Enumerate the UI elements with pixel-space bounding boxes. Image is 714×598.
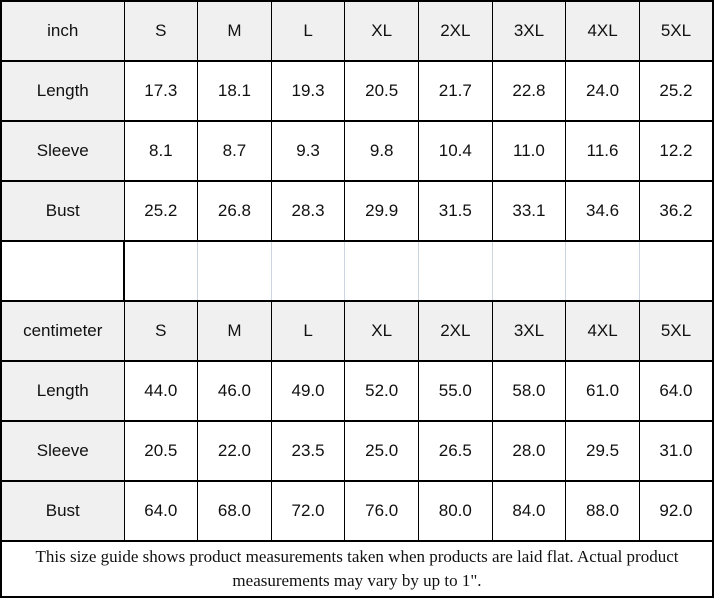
size-header-cell: M (197, 300, 272, 362)
row-label-cell: Bust (0, 180, 125, 242)
value-cell: 26.5 (418, 420, 493, 482)
value-cell: 72.0 (270, 480, 346, 542)
value-cell: 12.2 (638, 120, 714, 182)
value-cell: 88.0 (565, 480, 640, 542)
size-header-cell: XL (344, 300, 419, 362)
size-header-cell: 3XL (491, 300, 567, 362)
value-cell: 22.8 (491, 60, 567, 122)
value-cell: 46.0 (197, 360, 272, 422)
table-row: Bust 25.2 26.8 28.3 29.9 31.5 33.1 34.6 36.2 (0, 180, 714, 242)
value-cell: 25.2 (123, 180, 199, 242)
value-cell: 19.3 (270, 60, 346, 122)
value-cell: 29.5 (565, 420, 640, 482)
size-header-cell: XL (344, 0, 419, 62)
value-cell: 76.0 (344, 480, 419, 542)
unit-header-cell: centimeter (0, 300, 125, 362)
spacer-cell (565, 240, 640, 302)
size-header-cell: 3XL (491, 0, 567, 62)
spacer-cell (638, 240, 714, 302)
spacer-cell (270, 240, 346, 302)
size-header-cell: 2XL (418, 0, 493, 62)
size-header-cell: 4XL (565, 0, 640, 62)
size-header-cell: S (123, 0, 199, 62)
header-row: inch S M L XL 2XL 3XL 4XL 5XL (0, 0, 714, 62)
value-cell: 20.5 (344, 60, 419, 122)
value-cell: 33.1 (491, 180, 567, 242)
value-cell: 8.7 (197, 120, 272, 182)
value-cell: 55.0 (418, 360, 493, 422)
footer-note-text: This size guide shows product measuremen… (35, 547, 679, 590)
value-cell: 28.3 (270, 180, 346, 242)
table-row: Length 17.3 18.1 19.3 20.5 21.7 22.8 24.0 25.2 (0, 60, 714, 122)
value-cell: 31.5 (418, 180, 493, 242)
size-header-cell: L (270, 300, 346, 362)
value-cell: 24.0 (565, 60, 640, 122)
value-cell: 36.2 (638, 180, 714, 242)
header-row: centimeter S M L XL 2XL 3XL 4XL 5XL (0, 300, 714, 362)
spacer-cell (491, 240, 567, 302)
value-cell: 28.0 (491, 420, 567, 482)
table-row: Bust 64.0 68.0 72.0 76.0 80.0 84.0 88.0 92.0 (0, 480, 714, 542)
value-cell: 25.2 (638, 60, 714, 122)
value-cell: 20.5 (123, 420, 199, 482)
value-cell: 68.0 (197, 480, 272, 542)
spacer-cell (418, 240, 493, 302)
value-cell: 52.0 (344, 360, 419, 422)
value-cell: 17.3 (123, 60, 199, 122)
value-cell: 58.0 (491, 360, 567, 422)
row-label-cell: Sleeve (0, 120, 125, 182)
value-cell: 9.3 (270, 120, 346, 182)
value-cell: 23.5 (270, 420, 346, 482)
value-cell: 64.0 (638, 360, 714, 422)
value-cell: 61.0 (565, 360, 640, 422)
value-cell: 10.4 (418, 120, 493, 182)
value-cell: 18.1 (197, 60, 272, 122)
size-header-cell: 4XL (565, 300, 640, 362)
unit-header-cell: inch (0, 0, 125, 62)
value-cell: 80.0 (418, 480, 493, 542)
value-cell: 21.7 (418, 60, 493, 122)
value-cell: 92.0 (638, 480, 714, 542)
value-cell: 64.0 (123, 480, 199, 542)
spacer-cell (197, 240, 272, 302)
size-header-cell: M (197, 0, 272, 62)
table-row: Sleeve 20.5 22.0 23.5 25.0 26.5 28.0 29.5 31.0 (0, 420, 714, 482)
spacer-row (0, 240, 714, 302)
size-header-cell: 5XL (638, 300, 714, 362)
row-label-cell: Sleeve (0, 420, 125, 482)
value-cell: 84.0 (491, 480, 567, 542)
value-cell: 34.6 (565, 180, 640, 242)
spacer-cell (344, 240, 419, 302)
footer-note: This size guide shows product measuremen… (0, 542, 714, 598)
value-cell: 25.0 (344, 420, 419, 482)
value-cell: 11.6 (565, 120, 640, 182)
value-cell: 11.0 (491, 120, 567, 182)
value-cell: 22.0 (197, 420, 272, 482)
row-label-cell: Bust (0, 480, 125, 542)
table-row: Length 44.0 46.0 49.0 52.0 55.0 58.0 61.0 64.0 (0, 360, 714, 422)
size-header-cell: L (270, 0, 346, 62)
value-cell: 31.0 (638, 420, 714, 482)
size-header-cell: S (123, 300, 199, 362)
value-cell: 29.9 (344, 180, 419, 242)
row-label-cell: Length (0, 60, 125, 122)
spacer-cell (123, 240, 199, 302)
value-cell: 8.1 (123, 120, 199, 182)
size-header-cell: 2XL (418, 300, 493, 362)
value-cell: 49.0 (270, 360, 346, 422)
size-header-cell: 5XL (638, 0, 714, 62)
spacer-cell (0, 240, 125, 302)
value-cell: 26.8 (197, 180, 272, 242)
value-cell: 44.0 (123, 360, 199, 422)
size-table: inch S M L XL 2XL 3XL 4XL 5XL Length 17.3 18.1 19.3 2… (0, 0, 714, 542)
table-row: Sleeve 8.1 8.7 9.3 9.8 10.4 11.0 11.6 12.2 (0, 120, 714, 182)
value-cell: 9.8 (344, 120, 419, 182)
row-label-cell: Length (0, 360, 125, 422)
